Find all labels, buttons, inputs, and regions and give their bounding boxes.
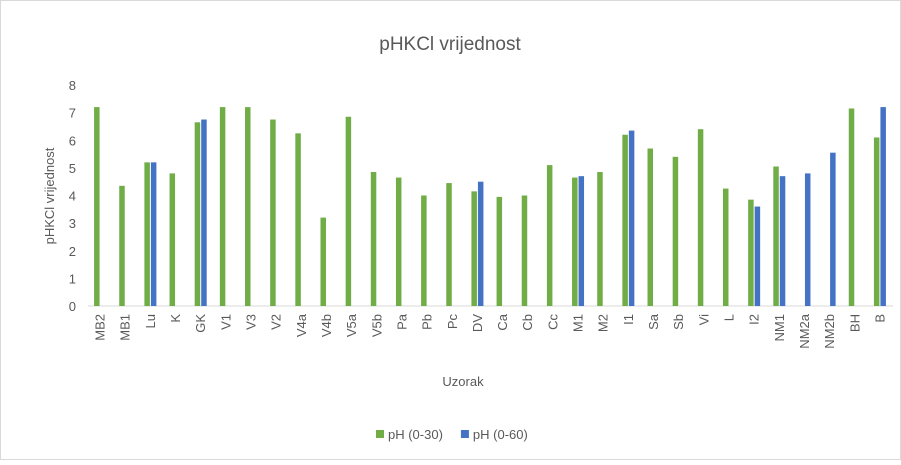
x-tick-label: Pb bbox=[420, 314, 435, 330]
bar bbox=[830, 152, 836, 306]
bar bbox=[880, 107, 886, 306]
x-tick-label: MB2 bbox=[93, 314, 108, 341]
x-tick-label: Pc bbox=[445, 314, 460, 330]
x-tick-label: V3 bbox=[244, 314, 259, 330]
bar bbox=[119, 185, 125, 306]
x-tick-label: L bbox=[721, 314, 736, 321]
bar bbox=[395, 177, 402, 306]
x-tick-label: BH bbox=[847, 314, 862, 332]
bar bbox=[471, 191, 477, 306]
x-tick-label: NM1 bbox=[772, 314, 787, 341]
x-tick-label: Sb bbox=[671, 314, 686, 330]
bar bbox=[219, 107, 226, 306]
bar bbox=[150, 162, 157, 306]
chart-title: pHKCl vrijednost bbox=[379, 34, 521, 55]
bar bbox=[873, 137, 880, 306]
bar bbox=[194, 122, 201, 306]
bar bbox=[647, 148, 654, 306]
x-tick-label: K bbox=[168, 314, 183, 323]
legend-swatch bbox=[376, 430, 384, 438]
y-tick-label: 0 bbox=[69, 299, 76, 314]
bar bbox=[496, 196, 503, 306]
x-tick-label: DV bbox=[470, 314, 485, 332]
y-tick-label: 5 bbox=[69, 161, 76, 176]
bar bbox=[697, 129, 704, 306]
bar bbox=[94, 107, 100, 306]
bar bbox=[144, 162, 150, 306]
legend-label: pH (0-30) bbox=[388, 427, 443, 442]
y-axis-label: pHKCl vrijednost bbox=[42, 147, 57, 244]
bar bbox=[672, 156, 679, 306]
bar bbox=[722, 188, 729, 306]
bar bbox=[477, 181, 484, 306]
x-tick-label: V2 bbox=[269, 314, 284, 330]
y-tick-label: 3 bbox=[69, 216, 76, 231]
x-tick-label: Lu bbox=[143, 314, 158, 328]
bar bbox=[578, 176, 585, 306]
bar bbox=[572, 177, 578, 306]
bar bbox=[597, 172, 603, 306]
bar bbox=[622, 134, 628, 306]
bar bbox=[295, 133, 301, 306]
bar bbox=[848, 108, 855, 306]
bar bbox=[521, 195, 528, 306]
bar bbox=[201, 119, 207, 306]
bar bbox=[804, 173, 811, 306]
bar bbox=[546, 165, 553, 306]
x-tick-label: Cb bbox=[520, 314, 535, 331]
x-tick-label: Ca bbox=[495, 313, 510, 330]
x-tick-label: V4a bbox=[294, 313, 309, 337]
x-tick-label: GK bbox=[193, 314, 208, 333]
bar bbox=[773, 166, 779, 306]
x-tick-label: NM2a bbox=[797, 313, 812, 348]
y-tick-label: 4 bbox=[69, 189, 76, 204]
x-tick-label: MB1 bbox=[118, 314, 133, 341]
bar bbox=[245, 107, 251, 306]
y-tick-label: 8 bbox=[69, 78, 76, 93]
x-tick-label: Sa bbox=[646, 313, 661, 330]
bar bbox=[446, 183, 452, 306]
y-tick-label: 7 bbox=[69, 106, 76, 121]
x-tick-label: NM2b bbox=[822, 314, 837, 349]
x-tick-label: V4b bbox=[319, 314, 334, 337]
x-tick-label: I2 bbox=[747, 314, 762, 325]
bar bbox=[628, 130, 635, 306]
legend-swatch bbox=[460, 430, 469, 438]
x-tick-label: M2 bbox=[596, 314, 611, 332]
x-tick-label: V5b bbox=[369, 314, 384, 337]
bar bbox=[320, 217, 326, 306]
legend-label: pH (0-60) bbox=[473, 427, 528, 442]
bar bbox=[421, 195, 427, 306]
x-tick-label: Pa bbox=[394, 313, 409, 330]
y-tick-label: 1 bbox=[69, 271, 76, 286]
x-tick-label: B bbox=[872, 314, 887, 323]
x-tick-label: I1 bbox=[621, 314, 636, 325]
bar bbox=[169, 173, 176, 306]
bar bbox=[370, 172, 377, 306]
x-tick-label: V1 bbox=[218, 314, 233, 330]
y-tick-label: 6 bbox=[69, 133, 76, 148]
y-tick-label: 2 bbox=[69, 244, 76, 259]
bar bbox=[748, 199, 754, 306]
x-tick-label: M1 bbox=[571, 314, 586, 332]
x-tick-label: V5a bbox=[344, 313, 359, 337]
bar bbox=[345, 116, 352, 306]
x-tick-label: Vi bbox=[696, 314, 711, 325]
x-tick-label: Cc bbox=[545, 314, 560, 330]
bar bbox=[779, 176, 786, 306]
x-axis-label: Uzorak bbox=[442, 374, 484, 389]
bar bbox=[270, 119, 276, 306]
bar bbox=[754, 206, 761, 306]
